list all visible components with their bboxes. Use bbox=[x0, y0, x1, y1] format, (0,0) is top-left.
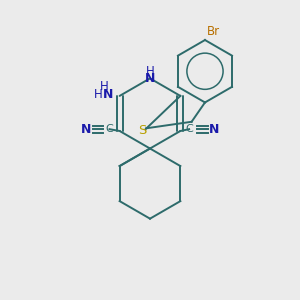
Text: Br: Br bbox=[207, 25, 220, 38]
Text: H: H bbox=[146, 65, 154, 78]
Text: N: N bbox=[145, 73, 155, 85]
Text: N: N bbox=[209, 123, 219, 136]
Text: S: S bbox=[138, 124, 147, 137]
Text: H: H bbox=[94, 88, 103, 100]
Text: N: N bbox=[103, 88, 113, 100]
Text: C: C bbox=[186, 124, 193, 134]
Text: N: N bbox=[81, 123, 91, 136]
Text: C: C bbox=[106, 124, 113, 134]
Text: H: H bbox=[100, 80, 109, 93]
